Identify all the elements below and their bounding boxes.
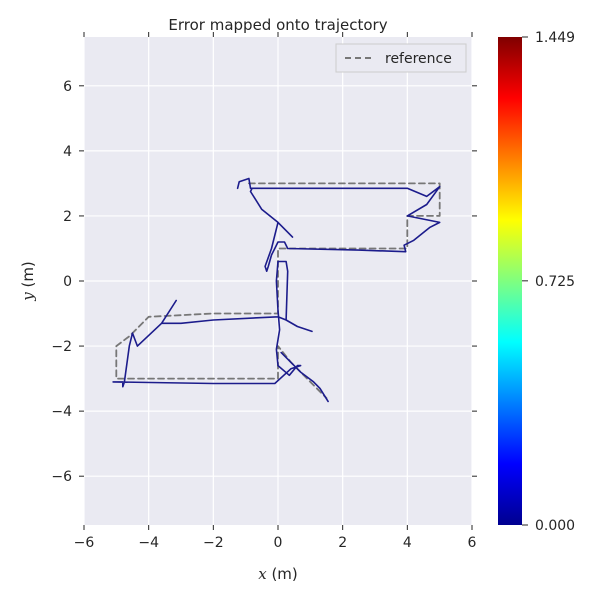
x-tick-label: 2 xyxy=(338,535,347,551)
y-tick-label: 2 xyxy=(63,209,72,225)
y-tick-label: −2 xyxy=(51,339,72,355)
estimated-trajectory-line-3 xyxy=(280,351,329,403)
x-tick-label: 0 xyxy=(274,535,283,551)
legend-box xyxy=(335,43,467,73)
x-tick-label: −6 xyxy=(74,535,95,551)
colorbar-tick-label: 0.000 xyxy=(535,518,575,534)
y-axis-label: y (m) xyxy=(19,261,37,302)
colorbar: 0.000 0.725 1.449 xyxy=(498,30,575,534)
chart-title: Error mapped onto trajectory xyxy=(168,16,387,34)
x-tick-label: −4 xyxy=(138,535,159,551)
y-tick-label: 6 xyxy=(63,79,72,95)
series-lines xyxy=(112,177,441,403)
x-tick-label: −2 xyxy=(203,535,224,551)
legend: reference xyxy=(335,43,467,73)
reference-trajectory-line xyxy=(115,182,441,400)
colorbar-gradient xyxy=(498,37,522,525)
x-tick-label: 6 xyxy=(468,535,477,551)
axis-ticks: −6 −4 −2 0 2 4 6 −6 −4 −2 0 2 4 6 xyxy=(51,32,477,551)
estimated-trajectory-line-1 xyxy=(236,177,441,273)
y-tick-label: −4 xyxy=(51,404,72,420)
legend-reference-label: reference xyxy=(385,51,452,67)
estimated-trajectory-line-2 xyxy=(112,260,313,388)
y-tick-label: 4 xyxy=(63,144,72,160)
colorbar-tick-label: 1.449 xyxy=(535,30,575,46)
colorbar-tick-label: 0.725 xyxy=(535,274,575,290)
colorbar-ticks: 0.000 0.725 1.449 xyxy=(522,30,575,534)
x-axis-label: x (m) xyxy=(258,565,298,583)
y-tick-label: −6 xyxy=(51,469,72,485)
x-tick-label: 4 xyxy=(403,535,412,551)
y-tick-label: 0 xyxy=(63,274,72,290)
